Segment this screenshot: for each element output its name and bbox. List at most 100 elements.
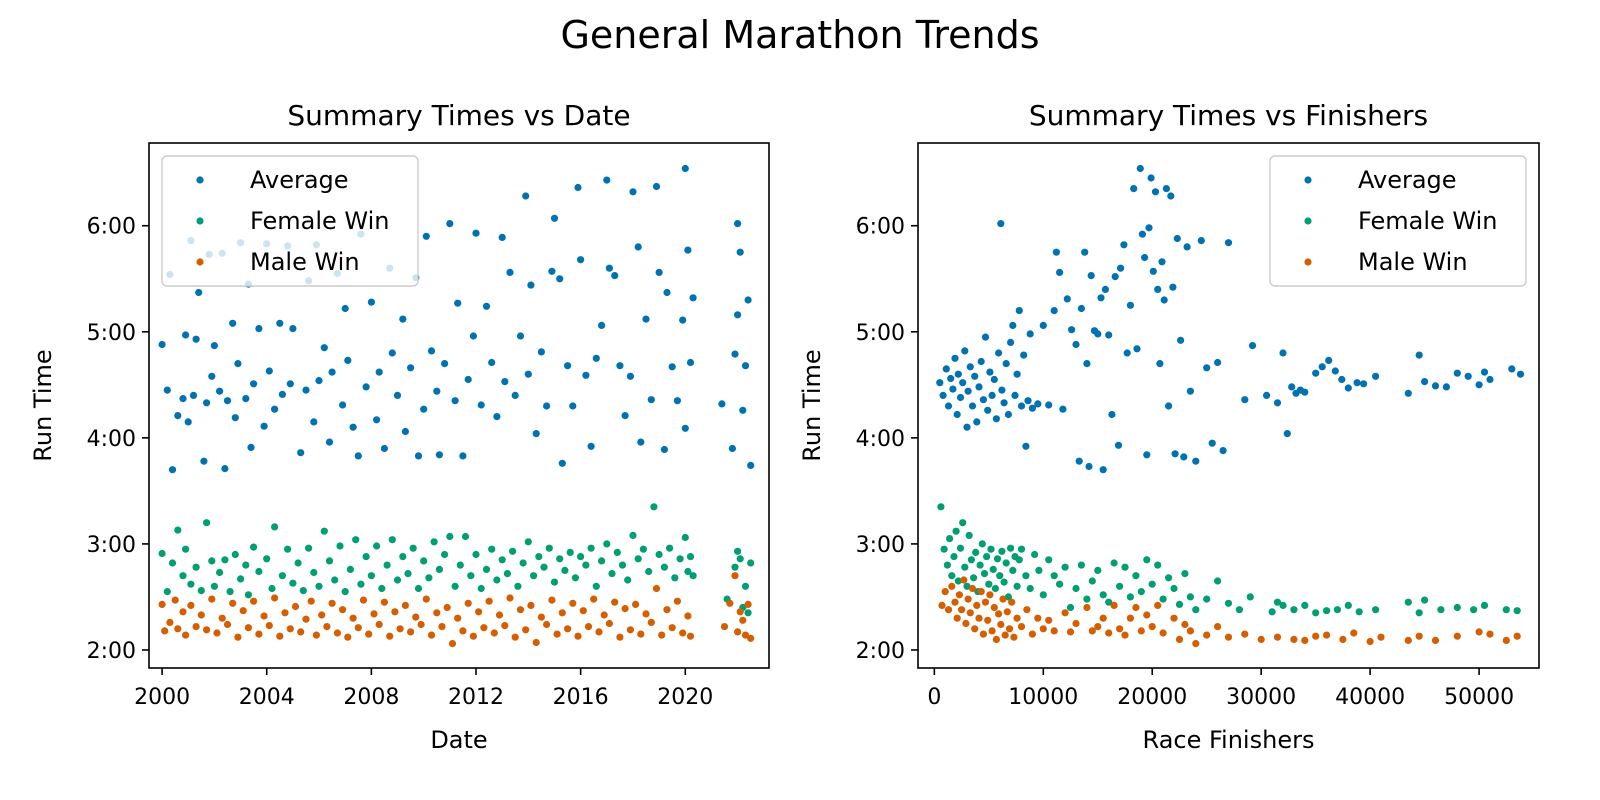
point-male-win bbox=[616, 633, 624, 641]
point-female-win bbox=[289, 579, 297, 587]
point-male-win bbox=[1126, 614, 1134, 622]
axis-ticks: 0 10000 20000 30000 40000 50000 2:00 3:00 4:00 5:… bbox=[856, 215, 1514, 710]
point-male-win bbox=[739, 616, 747, 624]
point-male-win bbox=[686, 632, 695, 640]
x-tick-label: 30000 bbox=[1226, 685, 1296, 710]
point-male-win bbox=[354, 624, 362, 632]
point-average bbox=[255, 325, 263, 333]
point-average bbox=[1224, 239, 1233, 247]
point-female-win bbox=[294, 559, 302, 567]
point-average bbox=[354, 452, 362, 460]
point-average bbox=[1130, 185, 1138, 193]
point-male-win bbox=[1105, 629, 1113, 637]
point-female-win bbox=[414, 584, 423, 593]
point-average bbox=[587, 442, 595, 450]
point-average bbox=[975, 383, 983, 391]
point-average bbox=[310, 418, 318, 426]
y-tick-label: 3:00 bbox=[87, 533, 136, 558]
point-female-win bbox=[989, 565, 997, 574]
point-female-win bbox=[592, 582, 600, 590]
point-male-win bbox=[480, 624, 488, 632]
point-average bbox=[459, 452, 467, 460]
point-female-win bbox=[550, 578, 559, 586]
point-female-win bbox=[993, 555, 1002, 563]
point-average bbox=[451, 397, 459, 405]
point-female-win bbox=[736, 555, 744, 563]
point-female-win bbox=[226, 588, 234, 596]
point-male-win bbox=[359, 596, 368, 604]
point-male-win bbox=[302, 615, 310, 623]
point-male-win bbox=[944, 606, 953, 614]
point-average bbox=[247, 443, 255, 451]
point-female-win bbox=[1017, 545, 1026, 553]
point-average bbox=[375, 368, 383, 376]
axis-ticks: 2000 2004 2008 2012 2016 2020 2:00 3:00 4:00 5:00… bbox=[87, 215, 714, 710]
point-average bbox=[524, 370, 532, 378]
point-female-win bbox=[1013, 582, 1021, 590]
point-female-win bbox=[1404, 598, 1412, 606]
point-female-win bbox=[566, 548, 574, 557]
point-male-win bbox=[1013, 614, 1021, 622]
y-tick-label: 3:00 bbox=[856, 533, 905, 558]
point-female-win bbox=[671, 574, 679, 582]
point-female-win bbox=[1105, 598, 1113, 606]
point-male-win bbox=[297, 628, 305, 636]
point-male-win bbox=[328, 599, 336, 607]
point-female-win bbox=[946, 535, 954, 543]
point-male-win bbox=[553, 630, 561, 638]
point-male-win bbox=[734, 628, 742, 636]
point-female-win bbox=[1126, 593, 1134, 601]
point-average bbox=[208, 372, 216, 380]
point-male-win bbox=[1186, 627, 1194, 635]
point-female-win bbox=[242, 561, 250, 569]
point-male-win bbox=[291, 602, 300, 611]
point-male-win bbox=[1224, 633, 1233, 641]
point-female-win bbox=[467, 572, 475, 580]
point-female-win bbox=[666, 544, 674, 552]
point-average bbox=[158, 340, 166, 349]
point-average bbox=[482, 302, 491, 310]
point-average bbox=[192, 335, 200, 343]
point-average bbox=[1241, 396, 1249, 404]
point-average bbox=[995, 349, 1003, 357]
point-female-win bbox=[689, 572, 697, 580]
point-male-win bbox=[1203, 631, 1211, 639]
legend: Average Female Win Male Win bbox=[161, 155, 419, 287]
point-male-win bbox=[663, 606, 671, 614]
point-average bbox=[1173, 234, 1181, 243]
point-average bbox=[686, 358, 695, 367]
point-average bbox=[741, 362, 750, 370]
point-average bbox=[289, 325, 297, 333]
point-female-win bbox=[263, 555, 271, 563]
point-male-win bbox=[1154, 601, 1162, 610]
point-male-win bbox=[187, 601, 195, 610]
point-male-win bbox=[1028, 630, 1036, 638]
point-average bbox=[1011, 391, 1019, 399]
point-average bbox=[1083, 360, 1091, 368]
point-average bbox=[231, 414, 239, 422]
legend-box bbox=[161, 155, 419, 287]
point-male-win bbox=[417, 620, 425, 629]
point-average bbox=[979, 396, 988, 404]
legend-label: Average bbox=[1358, 166, 1457, 194]
point-male-win bbox=[380, 598, 388, 606]
point-male-win bbox=[992, 635, 1001, 644]
point-female-win bbox=[299, 587, 307, 595]
point-female-win bbox=[1121, 563, 1129, 571]
point-male-win bbox=[574, 632, 582, 640]
point-average bbox=[1404, 389, 1412, 397]
point-female-win bbox=[978, 540, 986, 548]
point-female-win bbox=[1099, 591, 1107, 599]
point-average bbox=[1085, 462, 1093, 471]
point-female-win bbox=[1116, 582, 1124, 590]
point-male-win bbox=[511, 633, 519, 641]
point-average bbox=[373, 416, 381, 424]
point-female-win bbox=[1273, 598, 1282, 606]
point-male-win bbox=[1301, 636, 1309, 645]
point-average bbox=[286, 380, 294, 388]
point-average bbox=[441, 360, 449, 368]
point-female-win bbox=[420, 557, 428, 565]
point-average bbox=[973, 418, 981, 426]
point-average bbox=[992, 415, 1001, 423]
point-female-win bbox=[441, 550, 449, 559]
